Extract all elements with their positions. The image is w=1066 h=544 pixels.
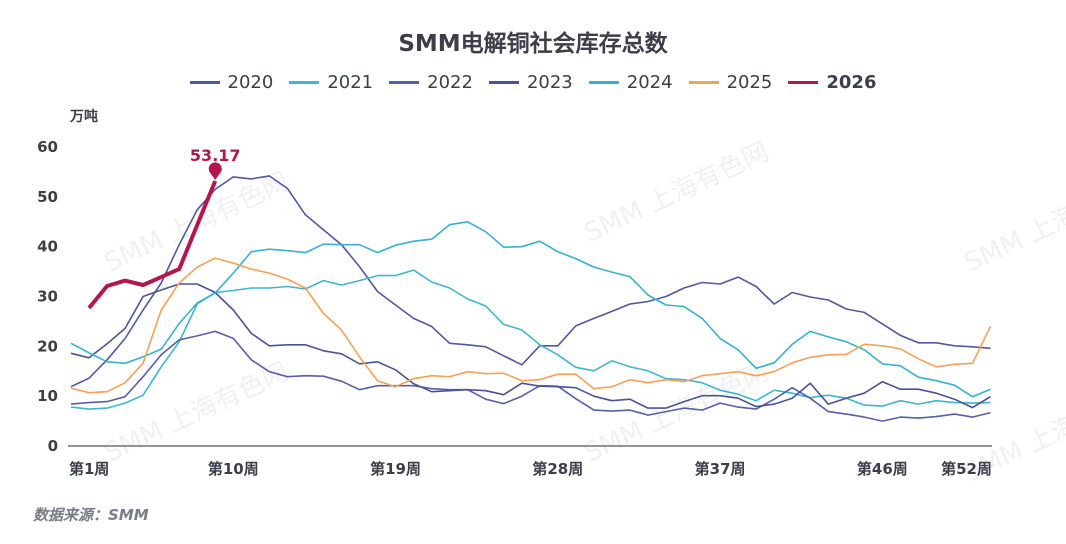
- legend-label: 2026: [826, 72, 877, 93]
- series-line-2021: [70, 269, 991, 410]
- series-line-2020: [70, 175, 991, 388]
- x-tick-label: 第10周: [208, 460, 259, 478]
- series-line-2023: [70, 283, 991, 409]
- legend: 2020 2021 2022 2023 2024 2025 2026: [0, 72, 1066, 93]
- watermark: SMM 上海有色网: [960, 167, 1066, 279]
- y-tick-label: 20: [37, 337, 58, 355]
- series-line-2025: [70, 257, 992, 394]
- legend-swatch: [488, 81, 519, 84]
- legend-swatch: [189, 81, 220, 84]
- legend-swatch: [588, 81, 619, 84]
- y-axis-unit: 万吨: [70, 109, 98, 125]
- legend-swatch: [289, 81, 320, 84]
- series-line-2024: [70, 221, 991, 398]
- legend-item-2025[interactable]: 2025: [688, 72, 773, 93]
- data-label: 53.17: [190, 146, 241, 165]
- x-tick-label: 第19周: [370, 460, 421, 478]
- y-tick-label: 50: [37, 188, 58, 206]
- legend-item-2020[interactable]: 2020: [189, 72, 274, 93]
- legend-label: 2020: [227, 72, 274, 93]
- series-line-2022: [70, 330, 991, 422]
- legend-swatch: [688, 81, 719, 84]
- legend-item-2021[interactable]: 2021: [289, 72, 373, 93]
- y-tick-label: 0: [48, 437, 58, 455]
- legend-label: 2022: [427, 72, 473, 93]
- legend-label: 2025: [726, 72, 773, 93]
- y-tick-label: 40: [37, 238, 58, 256]
- chart-title: SMM电解铜社会库存总数: [398, 31, 668, 57]
- y-tick-label: 30: [37, 288, 58, 306]
- watermark: SMM 上海有色网: [580, 137, 774, 249]
- legend-swatch: [788, 81, 819, 84]
- x-tick-label: 第1周: [69, 460, 109, 478]
- watermark: SMM 上海有色网: [100, 357, 294, 469]
- legend-item-2023[interactable]: 2023: [488, 72, 573, 93]
- legend-label: 2024: [626, 72, 673, 93]
- series-line-2026: [87, 180, 218, 310]
- legend-item-2026[interactable]: 2026: [788, 72, 876, 93]
- legend-item-2022[interactable]: 2022: [389, 72, 473, 93]
- y-tick-label: 10: [37, 387, 58, 405]
- x-tick-label: 第52周: [941, 460, 992, 478]
- data-label-pin: [208, 162, 222, 181]
- source-note: 数据来源：SMM: [33, 506, 149, 524]
- x-tick-label: 第28周: [532, 460, 583, 478]
- x-tick-label: 第46周: [857, 460, 908, 478]
- y-tick-label: 60: [37, 138, 58, 156]
- legend-swatch: [389, 81, 420, 84]
- x-tick-label: 第37周: [695, 460, 746, 478]
- legend-item-2024[interactable]: 2024: [588, 72, 673, 93]
- legend-label: 2023: [526, 72, 573, 93]
- legend-label: 2021: [327, 72, 374, 93]
